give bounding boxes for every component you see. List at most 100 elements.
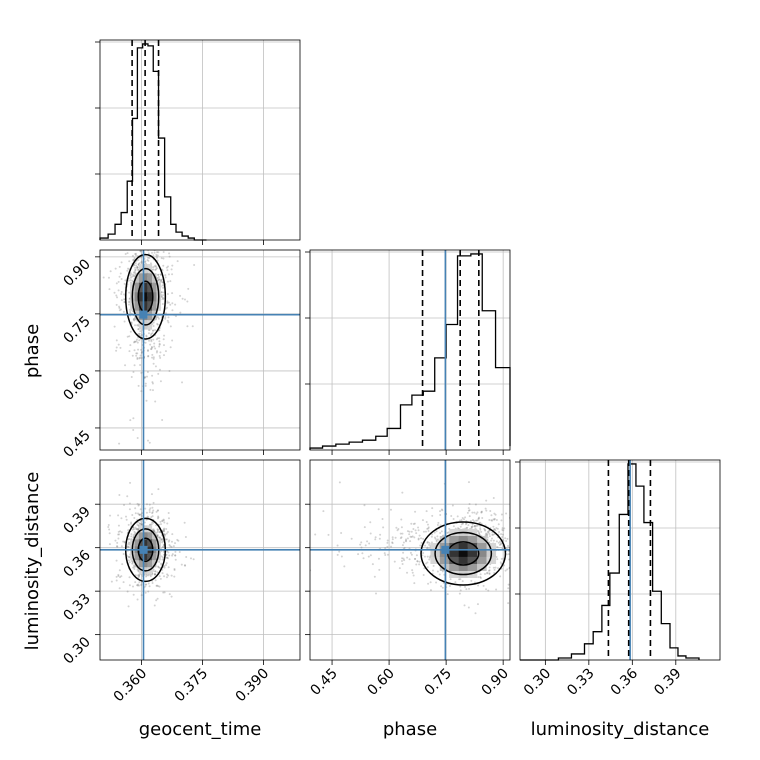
scatter-point [395, 526, 398, 529]
scatter-point [156, 528, 159, 531]
scatter-point [471, 525, 474, 528]
scatter-point [132, 259, 135, 262]
scatter-point [167, 321, 170, 324]
density-cell [143, 532, 148, 540]
density-cell [458, 549, 468, 557]
scatter-point [131, 562, 134, 565]
scatter-point [431, 569, 434, 572]
scatter-point [378, 568, 381, 571]
scatter-point [128, 576, 131, 579]
scatter-point [155, 599, 158, 602]
scatter-point [414, 529, 417, 532]
scatter-point [412, 527, 415, 530]
scatter-point [161, 556, 164, 559]
joint-content [310, 460, 510, 660]
scatter-point [169, 303, 172, 306]
scatter-point [360, 541, 363, 544]
scatter-point [386, 553, 389, 556]
scatter-point [155, 265, 158, 268]
scatter-point [148, 441, 151, 444]
scatter-point [426, 541, 429, 544]
scatter-point [128, 260, 131, 263]
scatter-point [150, 345, 153, 348]
scatter-point [436, 523, 439, 526]
scatter-point [148, 503, 151, 506]
scatter-point [137, 384, 140, 387]
scatter-point [140, 371, 143, 374]
scatter-point [336, 544, 339, 547]
density-cell [143, 273, 148, 283]
scatter-point [401, 562, 404, 565]
scatter-point [150, 333, 153, 336]
scatter-point [391, 541, 394, 544]
scatter-point [485, 499, 488, 502]
scatter-point [166, 556, 169, 559]
scatter-point [492, 566, 495, 569]
panel-joint-phase__luminosity_distance: 0.45 0.60 0.75 0.90 [305, 459, 512, 699]
scatter-point [152, 329, 155, 332]
tick-label-y: 0.36 [60, 547, 93, 580]
scatter-point [458, 592, 461, 595]
density-cell [477, 556, 487, 564]
scatter-point [465, 588, 468, 591]
density-cell [147, 567, 153, 575]
scatter-point [161, 558, 164, 561]
scatter-point [157, 488, 160, 491]
scatter-point [133, 270, 136, 273]
density-cell [134, 310, 139, 321]
scatter-point [488, 572, 491, 575]
scatter-point [127, 529, 130, 532]
scatter-point [147, 349, 150, 352]
scatter-point [415, 563, 418, 566]
scatter-point [128, 297, 131, 300]
scatter-point [162, 294, 165, 297]
density-cell [467, 542, 478, 550]
scatter-point [423, 555, 426, 558]
density-cell [458, 535, 468, 543]
scatter-point [110, 580, 113, 583]
scatter-point [322, 510, 325, 513]
scatter-point [134, 340, 137, 343]
scatter-point [431, 514, 434, 517]
scatter-point [127, 559, 130, 562]
scatter-point [129, 272, 132, 275]
scatter-point [128, 300, 131, 303]
density-cell [138, 560, 144, 568]
tick-label-x: 0.375 [172, 666, 212, 706]
scatter-point [102, 276, 105, 279]
scatter-point [126, 269, 129, 272]
scatter-point [144, 260, 147, 263]
density-cell [147, 525, 153, 533]
scatter-point [123, 541, 126, 544]
scatter-point [471, 523, 474, 526]
scatter-point [147, 582, 150, 585]
density-cell [134, 532, 139, 540]
scatter-point [478, 521, 481, 524]
scatter-point [507, 553, 510, 556]
scatter-point [170, 595, 173, 598]
scatter-point [132, 428, 135, 431]
scatter-point [158, 329, 161, 332]
scatter-point [151, 581, 154, 584]
scatter-point [108, 543, 111, 546]
scatter-point [149, 507, 152, 510]
xlabel-luminosity-distance: luminosity_distance [531, 719, 710, 740]
scatter-point [136, 266, 139, 269]
scatter-point [149, 388, 152, 391]
scatter-point [411, 535, 414, 538]
scatter-point [140, 351, 143, 354]
scatter-point [457, 527, 460, 530]
scatter-point [141, 523, 144, 526]
scatter-point [131, 560, 134, 563]
scatter-point [171, 264, 174, 267]
scatter-point [128, 556, 131, 559]
scatter-point [127, 523, 130, 526]
scatter-point [170, 574, 173, 577]
scatter-point [152, 568, 155, 571]
scatter-point [156, 535, 159, 538]
scatter-point [139, 330, 142, 333]
scatter-point [480, 511, 483, 514]
scatter-point [158, 278, 161, 281]
scatter-point [424, 530, 427, 533]
histogram-phase [309, 253, 511, 450]
